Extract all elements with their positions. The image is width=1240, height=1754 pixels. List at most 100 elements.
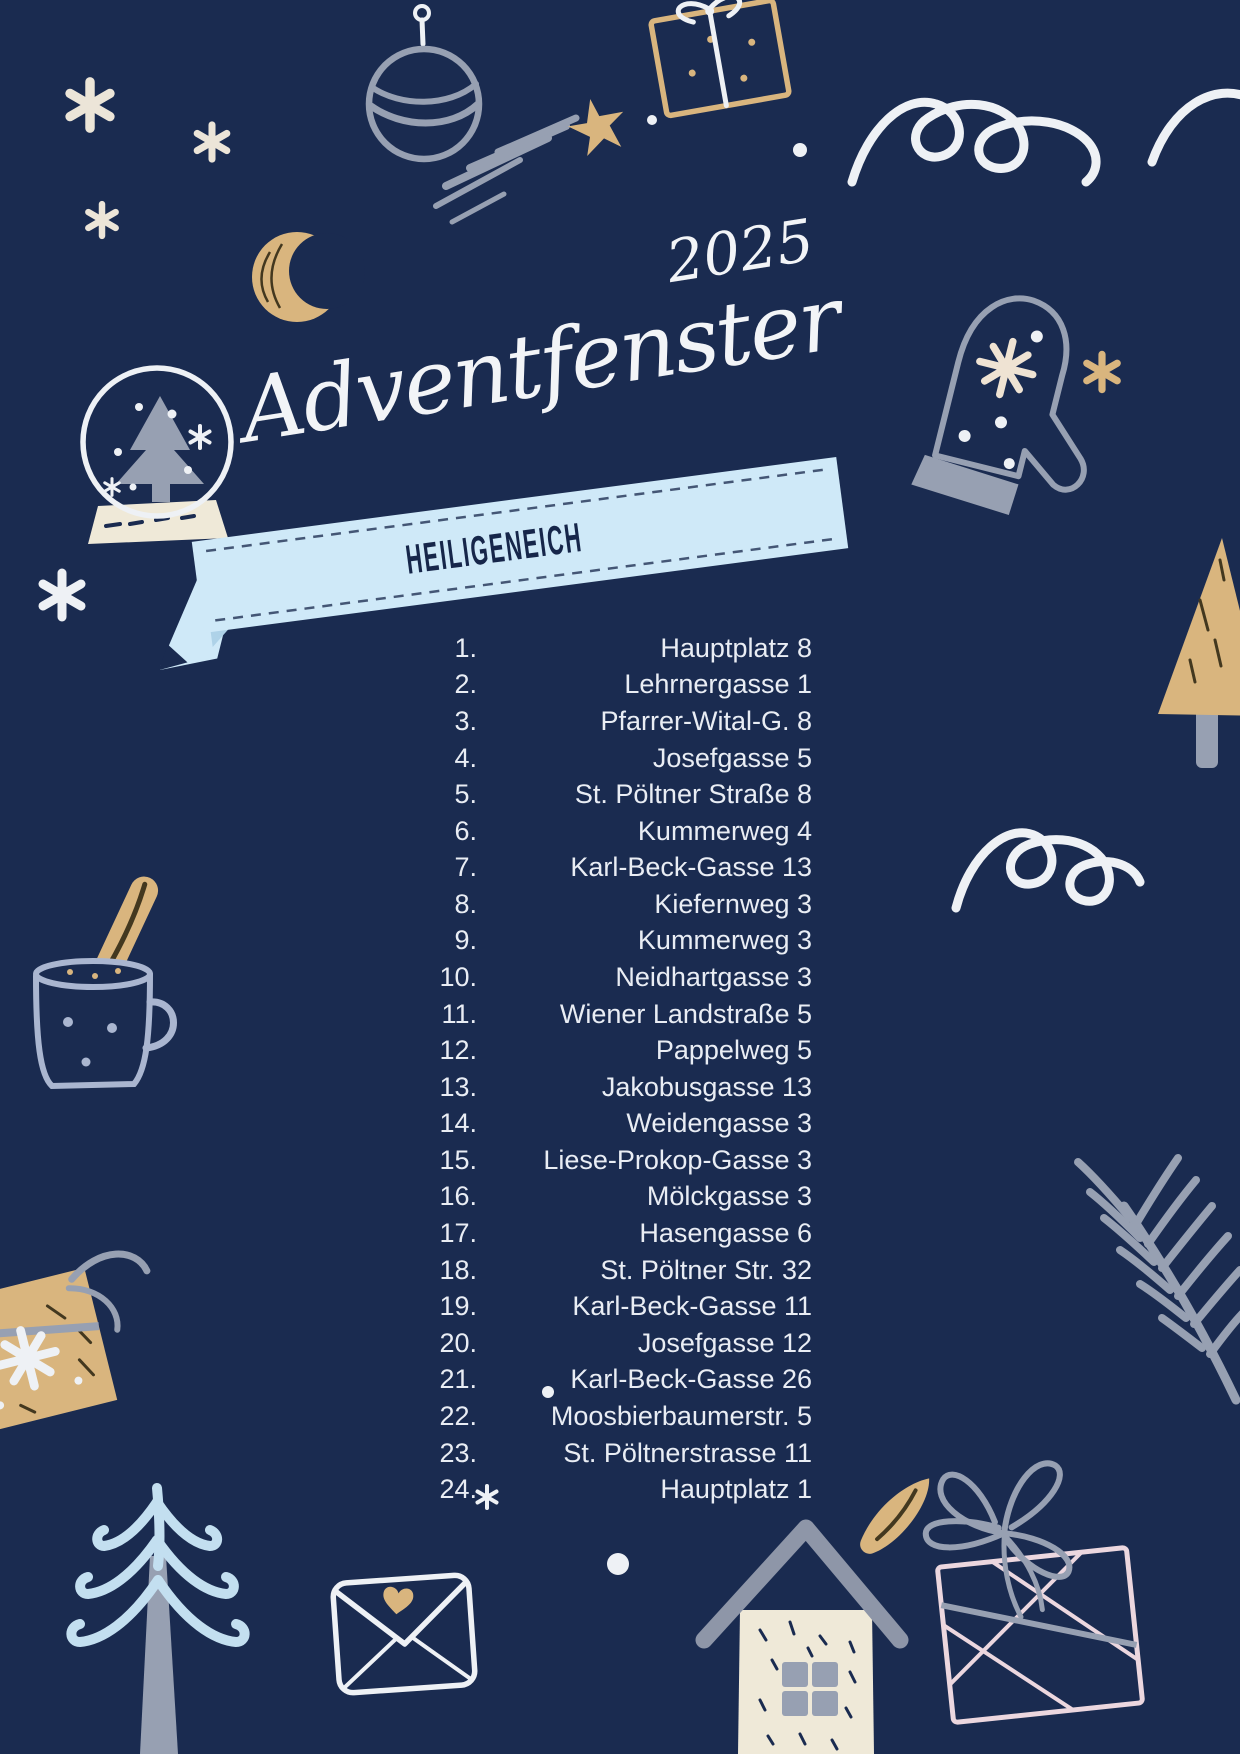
list-item-number: 3. [454, 705, 477, 736]
envelope-with-heart-icon [330, 1572, 478, 1696]
list-item: 12. Pappelweg 5 [340, 1032, 812, 1069]
list-item: 13. Jakobusgasse 13 [340, 1069, 812, 1106]
list-item-number: 9. [454, 925, 477, 956]
list-item-number: 23. [439, 1437, 477, 1468]
list-item: 10. Neidhartgasse 3 [340, 959, 812, 996]
list-item: 15. Liese-Prokop-Gasse 3 [340, 1142, 812, 1179]
list-item: 16. Mölckgasse 3 [340, 1179, 812, 1216]
list-item-address: Hasengasse 6 [639, 1218, 812, 1249]
list-item-number: 22. [439, 1400, 477, 1431]
tan-tree-icon [1158, 538, 1240, 768]
gift-box-icon [648, 0, 792, 119]
pine-branch-icon [1074, 1154, 1240, 1405]
list-item-address: Jakobusgasse 13 [601, 1071, 812, 1102]
list-item: 3. Pfarrer-Wital-G. 8 [340, 703, 812, 740]
snow-dot [542, 1386, 554, 1398]
list-item-number: 21. [439, 1364, 477, 1395]
list-item-address: Moosbierbaumerstr. 5 [550, 1400, 812, 1431]
snow-dot [793, 143, 807, 157]
list-item-number: 14. [439, 1108, 477, 1139]
bauble-ornament-icon [365, 4, 483, 163]
snow-dot [647, 115, 657, 125]
list-item-address: Kummerweg 4 [637, 815, 812, 846]
blue-tree-icon [66, 1483, 250, 1754]
list-item-address: Hauptplatz 1 [660, 1474, 812, 1505]
list-item: 1. Hauptplatz 8 [340, 630, 812, 667]
shooting-star-icon [433, 99, 624, 225]
list-item-address: Lehrnergasse 1 [624, 669, 812, 700]
list-item-number: 11. [441, 998, 477, 1029]
list-item-number: 24. [439, 1474, 477, 1505]
list-item-number: 6. [454, 815, 477, 846]
list-item-number: 13. [439, 1071, 477, 1102]
snowflake-sparkle-icon [43, 573, 81, 617]
mitten-icon [911, 295, 1087, 515]
list-item: 23. St. Pöltnerstrasse 11 [340, 1435, 812, 1472]
list-item-address: St. Pöltner Straße 8 [574, 779, 812, 810]
list-item-address: St. Pöltner Str. 32 [600, 1254, 812, 1285]
list-item-address: Josefgasse 12 [637, 1327, 812, 1358]
list-item-address: Pfarrer-Wital-G. 8 [600, 705, 812, 736]
swirl-squiggle-icon [847, 88, 1240, 187]
list-item: 6. Kummerweg 4 [340, 813, 812, 850]
list-item-address: St. Pöltnerstrasse 11 [563, 1437, 812, 1468]
list-item-address: Weidengasse 3 [626, 1108, 812, 1139]
crescent-moon-icon [252, 232, 365, 322]
list-item: 2. Lehrnergasse 1 [340, 667, 812, 704]
list-item-address: Pappelweg 5 [655, 1035, 812, 1066]
list-item: 21. Karl-Beck-Gasse 26 [340, 1362, 812, 1399]
list-item-number: 12. [439, 1035, 477, 1066]
house-icon [695, 1478, 930, 1754]
list-item: 9. Kummerweg 3 [340, 923, 812, 960]
list-item-address: Wiener Landstraße 5 [559, 998, 812, 1029]
tan-sparkle-icon [1087, 354, 1117, 389]
list-item-number: 10. [439, 961, 477, 992]
list-item-address: Karl-Beck-Gasse 26 [570, 1364, 812, 1395]
list-item-address: Josefgasse 5 [652, 742, 812, 773]
gift-box-icon [0, 1250, 151, 1437]
list-item-number: 16. [439, 1181, 477, 1212]
list-item-number: 7. [454, 852, 477, 883]
list-item: 8. Kiefernweg 3 [340, 886, 812, 923]
list-item-address: Hauptplatz 8 [660, 632, 812, 663]
snowflake-sparkle-icon [70, 82, 227, 236]
list-item: 14. Weidengasse 3 [340, 1106, 812, 1143]
list-item-address: Neidhartgasse 3 [615, 961, 812, 992]
advent-list: 1. Hauptplatz 8 2. Lehrnergasse 1 3. Pfarrer-… [340, 630, 812, 1508]
list-item: 4. Josefgasse 5 [340, 740, 812, 777]
ribbon-banner: HEILIGENEICH [160, 456, 849, 670]
list-item-number: 19. [439, 1291, 477, 1322]
list-item: 7. Karl-Beck-Gasse 13 [340, 849, 812, 886]
list-item: 19. Karl-Beck-Gasse 11 [340, 1288, 812, 1325]
list-item-address: Karl-Beck-Gasse 13 [570, 852, 812, 883]
chimney-smoke-icon [860, 1478, 930, 1554]
list-item-number: 4. [454, 742, 477, 773]
list-item-number: 17. [439, 1218, 477, 1249]
swirl-squiggle-icon [951, 828, 1145, 913]
list-item-address: Kummerweg 3 [637, 925, 812, 956]
list-item-address: Liese-Prokop-Gasse 3 [543, 1144, 812, 1175]
snow-dot [607, 1553, 629, 1575]
list-item: 5. St. Pöltner Straße 8 [340, 776, 812, 813]
list-item: 18. St. Pöltner Str. 32 [340, 1252, 812, 1289]
list-item-address: Karl-Beck-Gasse 11 [572, 1291, 812, 1322]
list-item-address: Kiefernweg 3 [654, 888, 812, 919]
gift-box-bow-icon [922, 1460, 1145, 1725]
list-item: 20. Josefgasse 12 [340, 1325, 812, 1362]
list-item: 24. Hauptplatz 1 [340, 1471, 812, 1508]
list-item-number: 8. [454, 888, 477, 919]
mug-with-cinnamon-icon [33, 876, 177, 1090]
list-item-number: 5. [454, 779, 477, 810]
list-item-number: 1. [454, 632, 477, 663]
list-item: 22. Moosbierbaumerstr. 5 [340, 1398, 812, 1435]
snow-globe-icon [80, 365, 234, 544]
list-item-number: 15. [439, 1144, 477, 1175]
house-window [782, 1662, 838, 1716]
list-item-number: 20. [439, 1327, 477, 1358]
list-item-number: 2. [454, 669, 477, 700]
list-item: 17. Hasengasse 6 [340, 1215, 812, 1252]
list-item-number: 18. [439, 1254, 477, 1285]
list-item: 11. Wiener Landstraße 5 [340, 996, 812, 1033]
